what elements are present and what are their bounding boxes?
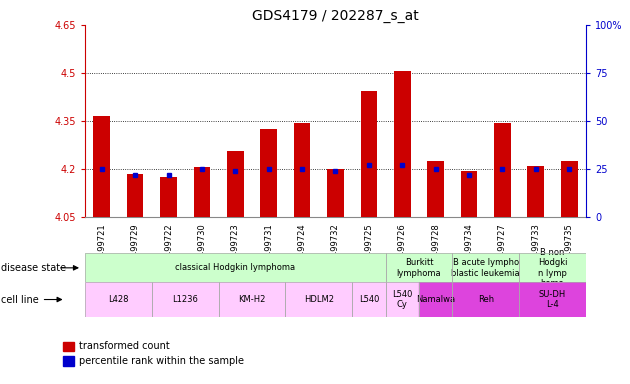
Bar [227,151,244,217]
Bar [386,282,419,317]
Bar [352,282,386,317]
Text: Reh: Reh [478,295,494,304]
Bar [386,253,452,282]
Bar [285,282,352,317]
Text: Burkitt
lymphoma: Burkitt lymphoma [397,258,441,278]
Bar [327,169,344,217]
Text: L428: L428 [108,295,129,304]
Text: B acute lympho
blastic leukemia: B acute lympho blastic leukemia [452,258,520,278]
Bar [193,167,210,217]
Bar [294,122,311,217]
Text: Namalwa: Namalwa [416,295,455,304]
Bar [561,161,578,217]
Bar [160,177,177,217]
Bar [452,253,519,282]
Bar [352,282,386,317]
Text: HDLM2: HDLM2 [304,295,334,304]
Bar [219,282,285,317]
Bar [219,282,285,317]
Bar [85,282,152,317]
Bar [452,282,519,317]
Text: L1236: L1236 [172,295,198,304]
Bar [260,129,277,217]
Bar [419,282,452,317]
Bar [452,282,519,317]
Text: disease state: disease state [1,263,66,273]
Bar [85,282,152,317]
Bar [461,170,478,217]
Bar [152,282,219,317]
Bar [394,71,411,217]
Text: B non
Hodgki
n lymp
homa: B non Hodgki n lymp homa [538,248,567,288]
Bar [519,282,586,317]
Bar [419,282,452,317]
Text: L540: L540 [358,295,379,304]
Bar [519,253,586,282]
Text: percentile rank within the sample: percentile rank within the sample [79,356,244,366]
Bar [527,166,544,217]
Bar [427,161,444,217]
Bar [285,282,352,317]
Bar [519,282,586,317]
Text: SU-DH
L-4: SU-DH L-4 [539,290,566,309]
Bar [519,253,586,282]
Text: L540
Cy: L540 Cy [392,290,413,309]
Bar [360,91,377,217]
Bar [127,174,144,217]
Bar [452,253,519,282]
Text: KM-H2: KM-H2 [238,295,266,304]
Bar [386,253,452,282]
Bar [85,253,386,282]
Bar [494,122,511,217]
Text: classical Hodgkin lymphoma: classical Hodgkin lymphoma [175,263,295,272]
Text: transformed count: transformed count [79,341,169,351]
Bar [85,253,386,282]
Bar [386,282,419,317]
Bar [93,116,110,217]
Text: cell line: cell line [1,295,39,305]
Bar [152,282,219,317]
Title: GDS4179 / 202287_s_at: GDS4179 / 202287_s_at [252,8,419,23]
